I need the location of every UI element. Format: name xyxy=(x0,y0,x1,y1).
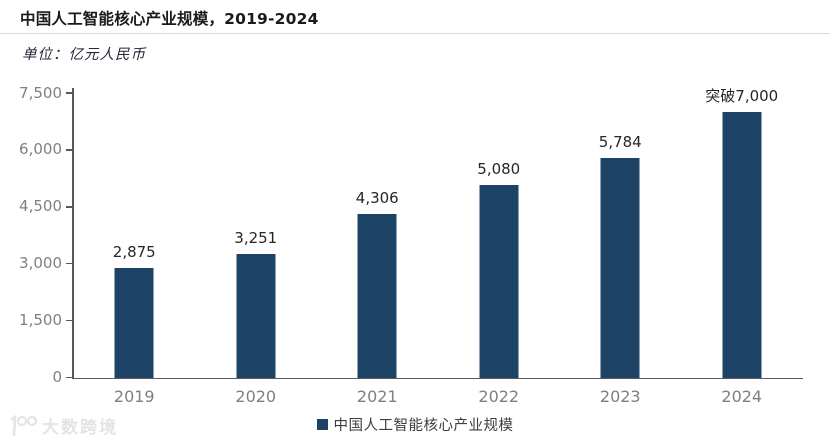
bar-column-2021: 4,306 xyxy=(317,93,439,378)
bar-column-2023: 5,784 xyxy=(560,93,682,378)
bar-2020 xyxy=(236,254,276,378)
bar-column-2020: 3,251 xyxy=(195,93,317,378)
x-axis-line xyxy=(72,377,803,379)
y-axis-tick-label: 4,500 xyxy=(19,197,62,216)
y-axis-line xyxy=(72,88,74,379)
y-axis-tick xyxy=(66,206,72,208)
value-label-2023: 5,784 xyxy=(598,133,642,152)
unit-label: 单位：亿元人民币 xyxy=(22,47,146,63)
legend-swatch xyxy=(316,418,328,430)
x-axis-label-2024: 2024 xyxy=(721,387,763,406)
legend: 中国人工智能核心产业规模 xyxy=(0,414,830,434)
value-label-2022: 5,080 xyxy=(477,159,521,178)
y-axis-tick-label: 3,000 xyxy=(19,254,62,273)
y-axis-tick xyxy=(66,262,72,265)
y-axis-tick xyxy=(66,376,72,379)
title-divider xyxy=(0,33,830,34)
value-label-2019: 2,875 xyxy=(112,243,156,262)
y-axis-tick-label: 6,000 xyxy=(19,140,62,159)
x-axis-label-2022: 2022 xyxy=(478,387,520,406)
bar-2019 xyxy=(114,268,154,378)
dashukuajing-logo-icon xyxy=(10,414,38,436)
bar-column-2019: 2,875 xyxy=(74,93,196,378)
value-label-2020: 3,251 xyxy=(234,229,278,248)
x-axis-label-2020: 2020 xyxy=(235,387,277,406)
y-axis-tick xyxy=(66,92,72,94)
y-axis-tick-label: 7,500 xyxy=(19,83,62,102)
bar-column-2024: 突破7,000 xyxy=(681,88,803,378)
plot-area: 2,875 3,251 4,306 5,080 5,784 突破7,000 xyxy=(74,88,803,378)
y-axis-tick xyxy=(66,149,72,151)
x-axis-label-2019: 2019 xyxy=(113,387,155,406)
bar-2022 xyxy=(479,184,519,378)
value-label-2024: 突破7,000 xyxy=(705,86,779,105)
bar-2023 xyxy=(600,158,640,378)
bar-2024 xyxy=(722,111,762,378)
y-axis-tick-label: 0 xyxy=(52,368,62,386)
bar-2021 xyxy=(357,214,397,378)
watermark: 大数跨境 xyxy=(8,413,118,438)
watermark-text: 大数跨境 xyxy=(42,418,118,438)
value-label-2021: 4,306 xyxy=(355,189,399,208)
chart-title: 中国人工智能核心产业规模，2019-2024 xyxy=(20,10,319,28)
x-axis-label-2021: 2021 xyxy=(356,387,398,406)
legend-label: 中国人工智能核心产业规模 xyxy=(333,417,514,434)
y-axis-tick xyxy=(66,319,72,322)
x-axis-labels: 2019 2020 2021 2022 2023 2024 xyxy=(74,387,803,406)
bar-column-2022: 5,080 xyxy=(438,93,560,378)
y-axis-tick-label: 1,500 xyxy=(19,311,62,330)
x-axis-label-2023: 2023 xyxy=(599,387,641,406)
